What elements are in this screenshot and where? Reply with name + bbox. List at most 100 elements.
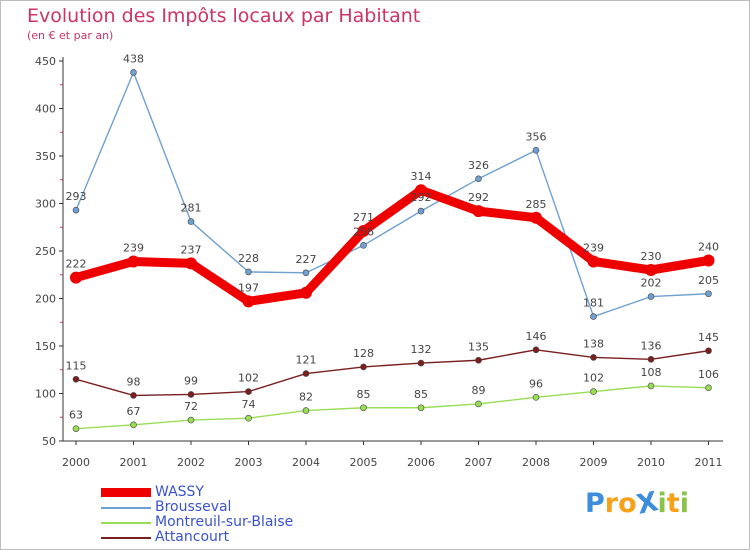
x-tick-label: 2001 [120,456,148,469]
data-point [185,257,197,270]
data-point [647,293,655,300]
x-tick-label: 2003 [235,456,263,469]
data-point [590,388,597,395]
data-point [645,264,657,276]
data-point [417,207,425,215]
data-point [590,313,597,320]
y-tick-label: 300 [35,198,56,211]
data-point [302,269,310,277]
data-point [475,175,482,183]
data-point [417,404,425,412]
data-point [417,359,425,367]
data-label: 292 [411,191,432,204]
y-tick-label: 350 [35,150,56,163]
proxiti-logo: ProXiti [585,486,689,521]
legend-label: Brousseval [155,499,232,515]
data-point [590,354,597,361]
y-tick-label: 400 [35,103,56,116]
data-label: 132 [411,343,432,356]
data-label: 128 [353,347,374,360]
logo-letter: r [604,488,619,519]
data-label: 85 [357,388,371,401]
data-point [245,388,252,395]
data-point [360,363,367,371]
data-label: 145 [698,331,719,344]
data-point [187,391,195,398]
data-label: 239 [123,241,144,254]
data-label: 72 [184,400,198,413]
data-point [72,206,80,214]
data-label: 67 [127,405,141,418]
data-label: 285 [526,198,547,211]
legend-swatch [101,488,151,497]
data-point [475,400,482,408]
data-point [360,404,367,412]
data-point [705,290,712,298]
data-label: 108 [641,366,662,379]
data-label: 136 [641,339,662,352]
data-point [130,421,137,429]
x-tick-label: 2009 [580,456,608,469]
logo-letter: i [657,488,667,519]
x-tick-label: 2010 [637,456,665,469]
data-point [130,69,137,76]
data-label: 181 [583,297,604,310]
data-label: 237 [181,243,202,256]
data-label: 281 [181,202,202,215]
data-label: 202 [641,277,662,290]
data-point [472,205,485,218]
data-label: 96 [529,377,543,390]
data-label: 227 [296,253,317,266]
chart-subtitle: (en € et par an) [27,29,114,42]
series-line-brousseval [75,71,710,318]
data-point [647,382,655,390]
series-line-montreuil-sur-blaise [75,385,710,430]
logo-letter: o [618,488,637,519]
data-point [530,211,542,224]
chart-title: Evolution des Impôts locaux par Habitant [27,5,421,27]
data-point [705,347,712,355]
data-label: 99 [184,374,198,387]
data-label: 102 [238,372,259,385]
legend-swatch [101,521,151,524]
data-label: 239 [583,241,604,254]
data-label: 106 [698,368,719,381]
data-label: 293 [66,190,87,203]
legend-item: Montreuil-sur-Blaise [101,515,293,530]
data-label: 326 [468,159,489,172]
x-tick-label: 2011 [695,456,723,469]
data-label: 115 [66,359,87,372]
data-point [532,346,540,354]
data-label: 222 [66,258,87,271]
data-label: 146 [526,330,547,343]
x-tick-label: 2005 [350,456,378,469]
logo-letter: X [633,486,661,521]
data-label: 292 [468,191,489,204]
data-point [705,384,712,392]
data-label: 256 [353,225,374,238]
data-label: 240 [698,241,719,254]
data-point [415,184,427,197]
y-tick-label: 50 [42,435,56,448]
legend-swatch [101,536,151,539]
y-tick-label: 450 [35,55,56,68]
y-tick-label: 200 [35,293,56,306]
data-point [360,242,367,249]
data-point [245,414,252,422]
data-label: 230 [641,250,662,263]
y-tick-label: 150 [35,340,56,353]
x-tick-label: 2008 [522,456,550,469]
data-point [702,254,715,267]
data-label: 121 [296,354,317,367]
data-label: 314 [411,170,432,183]
data-point [647,355,655,363]
data-point [300,286,312,299]
x-tick-label: 2002 [177,456,205,469]
data-label: 135 [468,340,489,353]
legend-label: Attancourt [155,529,230,545]
data-label: 74 [242,398,256,411]
data-point [242,295,255,308]
legend-item: Attancourt [101,530,293,545]
data-point [72,375,80,383]
